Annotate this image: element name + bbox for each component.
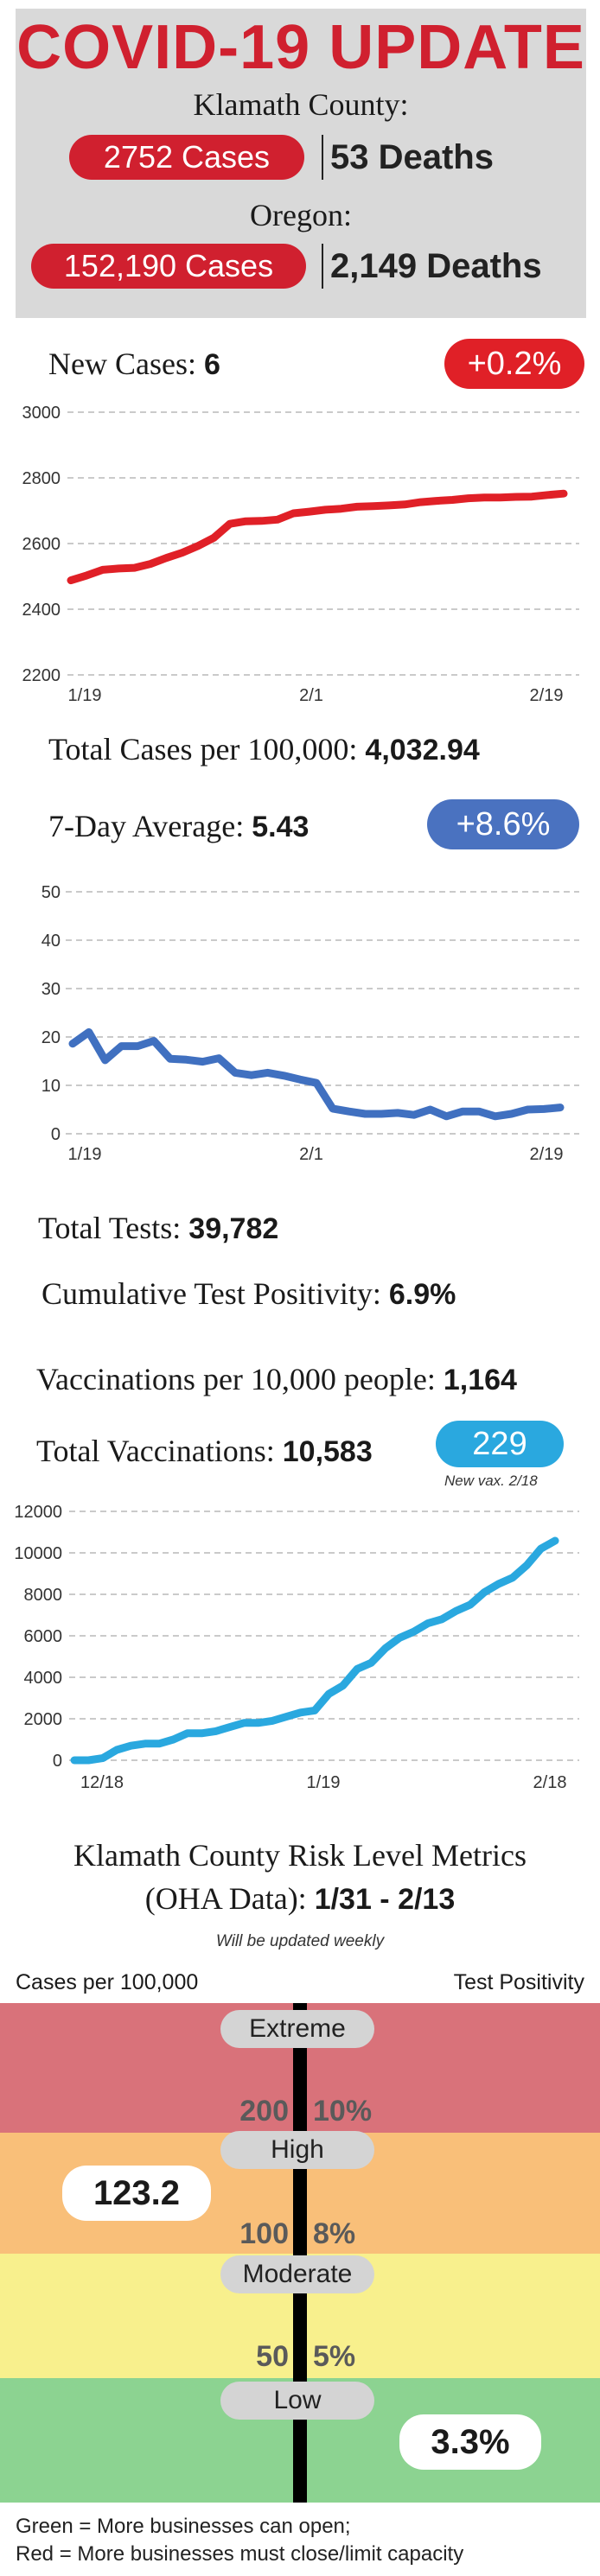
y-tick-label: 40: [41, 932, 61, 951]
total-vax-stat: Total Vaccinations: 10,583: [36, 1433, 373, 1469]
cases-threshold-200: 200: [239, 2095, 289, 2128]
county-cases-badge: 2752 Cases: [69, 135, 304, 180]
vax-per-10k-label: Vaccinations per 10,000 people:: [36, 1362, 436, 1396]
positivity-stat: Cumulative Test Positivity: 6.9%: [41, 1275, 456, 1312]
y-tick-label: 2400: [22, 601, 61, 620]
divider: [322, 244, 323, 289]
y-tick-label: 2200: [22, 666, 61, 685]
seven-day-value: 5.43: [252, 811, 310, 843]
y-tick-label: 8000: [24, 1586, 63, 1605]
y-tick-label: 2000: [24, 1710, 63, 1729]
y-tick-label: 0: [53, 1752, 62, 1771]
risk-level-moderate: Moderate: [220, 2255, 374, 2293]
total-vaccinations-chart: 0 2000 4000 6000 8000 10000 12000 12/18 1/19 2/18: [14, 1503, 579, 1792]
positivity-value: 6.9%: [388, 1278, 456, 1311]
risk-level-high: High: [220, 2131, 374, 2169]
x-tick-label: 2/19: [530, 1145, 564, 1164]
y-tick-label: 12000: [14, 1503, 62, 1522]
new-vax-badge: 229: [436, 1421, 564, 1467]
risk-scale-axis: [293, 2003, 307, 2503]
x-tick-label: 2/1: [299, 686, 323, 705]
positivity-threshold-10: 10%: [313, 2095, 373, 2128]
y-tick-label: 2600: [22, 535, 61, 554]
total-vax-value: 10,583: [282, 1435, 373, 1468]
x-tick-label: 1/19: [68, 1145, 102, 1164]
risk-subtitle: Will be updated weekly: [215, 1932, 385, 1950]
positivity-column-header: Test Positivity: [453, 1970, 584, 1994]
x-tick-label: 2/1: [299, 1145, 323, 1164]
risk-level-low: Low: [220, 2382, 374, 2420]
cases-column-header: Cases per 100,000: [16, 1970, 199, 1994]
y-tick-label: 3000: [22, 404, 61, 423]
total-tests-label: Total Tests:: [38, 1211, 182, 1245]
risk-title: Klamath County Risk Level Metrics: [73, 1838, 527, 1873]
risk-title-line2: (OHA Data): 1/31 - 2/13: [0, 1880, 600, 1917]
state-label: Oregon:: [250, 198, 352, 232]
state-cases-badge: 152,190 Cases: [31, 244, 306, 289]
vax-per-10k-value: 1,164: [443, 1364, 517, 1396]
footnote-green: Green = More businesses can open;: [16, 2515, 351, 2538]
positivity-threshold-5: 5%: [313, 2340, 356, 2373]
y-tick-label: 4000: [24, 1669, 63, 1688]
cases-per-100k-label: Total Cases per 100,000:: [48, 732, 358, 766]
x-tick-label: 12/18: [80, 1773, 124, 1792]
y-tick-label: 10: [41, 1077, 61, 1096]
x-tick-label: 1/19: [307, 1773, 341, 1792]
series-line: [68, 1027, 565, 1121]
summary-header: COVID-19 UPDATE Klamath County: 2752 Cas…: [16, 9, 586, 318]
x-tick-label: 2/19: [530, 686, 564, 705]
new-cases-value: 6: [203, 348, 220, 381]
risk-title-prefix: (OHA Data):: [144, 1881, 307, 1916]
risk-level-extreme: Extreme: [220, 2010, 374, 2048]
new-cases-label: New Cases:: [48, 347, 196, 381]
cases-per-100k-value: 4,032.94: [365, 734, 480, 766]
cases-per-100k-marker: 123.2: [62, 2166, 211, 2221]
y-tick-label: 50: [41, 883, 61, 902]
y-tick-label: 30: [41, 980, 61, 999]
seven-day-label: 7-Day Average:: [48, 809, 245, 843]
y-tick-label: 20: [41, 1028, 61, 1047]
seven-day-chart: 0 10 20 30 40 50 1/19 2/1 2/19: [41, 883, 579, 1164]
cases-threshold-50: 50: [256, 2340, 289, 2373]
y-tick-label: 2800: [22, 469, 61, 488]
county-label: Klamath County:: [193, 87, 409, 122]
total-tests-stat: Total Tests: 39,782: [38, 1210, 278, 1246]
seven-day-change-badge: +8.6%: [427, 799, 579, 849]
divider: [322, 135, 323, 180]
footnote-red: Red = More businesses must close/limit c…: [16, 2542, 464, 2566]
new-vax-note: New vax. 2/18: [444, 1472, 538, 1489]
total-vax-label: Total Vaccinations:: [36, 1434, 275, 1468]
positivity-marker: 3.3%: [399, 2414, 541, 2470]
seven-day-stat: 7-Day Average: 5.43: [48, 808, 309, 844]
total-tests-value: 39,782: [188, 1212, 279, 1245]
new-cases-stat: New Cases: 6: [48, 346, 220, 382]
positivity-label: Cumulative Test Positivity:: [41, 1276, 381, 1311]
total-cases-chart: 2200 2400 2600 2800 3000 1/19 2/1 2/19: [22, 404, 579, 705]
cases-threshold-100: 100: [239, 2217, 289, 2250]
positivity-threshold-8: 8%: [313, 2217, 356, 2250]
y-tick-label: 10000: [14, 1544, 62, 1563]
y-tick-label: 6000: [24, 1627, 63, 1646]
new-cases-change-badge: +0.2%: [444, 339, 584, 389]
x-tick-label: 1/19: [68, 686, 102, 705]
vax-per-10k-stat: Vaccinations per 10,000 people: 1,164: [36, 1361, 517, 1397]
county-deaths: 53 Deaths: [330, 138, 494, 176]
risk-title-dates: 1/31 - 2/13: [314, 1883, 456, 1916]
y-tick-label: 0: [51, 1125, 61, 1144]
cases-per-100k-stat: Total Cases per 100,000: 4,032.94: [48, 731, 480, 767]
page-title: COVID-19 UPDATE: [16, 13, 585, 82]
state-deaths: 2,149 Deaths: [330, 247, 542, 285]
x-tick-label: 2/18: [533, 1773, 567, 1792]
series-line: [70, 1536, 559, 1765]
series-line: [67, 489, 568, 585]
